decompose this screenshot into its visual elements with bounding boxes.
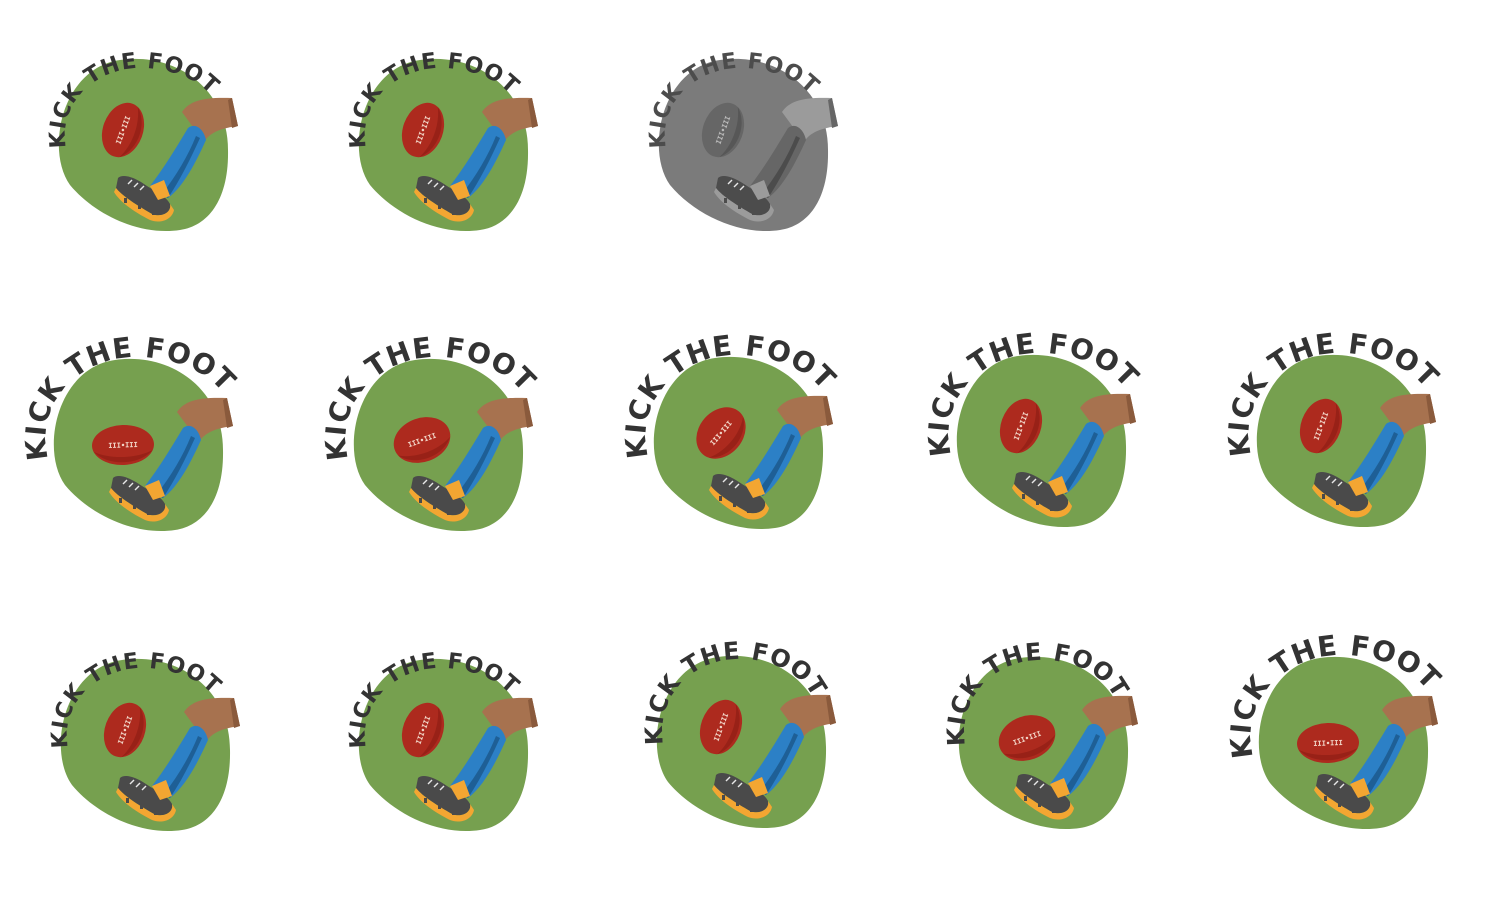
football-icon: III•III	[393, 417, 451, 463]
boot-icon	[114, 176, 174, 222]
football-icon: III•III	[701, 102, 745, 158]
boot-icon	[1012, 472, 1072, 518]
football-icon: III•III	[103, 702, 147, 758]
leg-icon	[152, 697, 240, 798]
leg-icon	[445, 397, 533, 498]
blob-background	[358, 58, 529, 232]
leg-icon	[745, 395, 833, 496]
football-icon: III•III	[696, 407, 746, 459]
boot-icon	[709, 474, 769, 520]
leg-icon	[1050, 695, 1138, 796]
boot-icon	[1314, 774, 1374, 820]
blob-background	[58, 58, 229, 232]
boot-icon	[409, 476, 469, 522]
leg-icon	[750, 97, 838, 198]
leg-icon	[1348, 393, 1436, 494]
football-icon: III•III	[401, 702, 445, 758]
blob-background	[658, 58, 829, 232]
boot-icon	[1312, 472, 1372, 518]
leg-icon	[1350, 695, 1438, 796]
leg-icon	[1048, 393, 1136, 494]
boot-icon	[1014, 774, 1074, 820]
boot-icon	[712, 773, 772, 819]
football-icon: III•III	[92, 424, 154, 466]
football-icon: III•III	[401, 102, 445, 158]
football-icon: III•III	[999, 398, 1043, 454]
leg-icon	[145, 397, 233, 498]
blob-background	[60, 658, 231, 832]
boot-icon	[714, 176, 774, 222]
football-icon: III•III	[101, 102, 145, 158]
football-icon: III•III	[1297, 722, 1359, 764]
football-icon: III•III	[1299, 398, 1343, 454]
blob-background	[1256, 354, 1427, 528]
football-icon: III•III	[998, 715, 1056, 761]
football-icon: III•III	[699, 699, 743, 755]
blob-background	[656, 655, 827, 829]
leg-icon	[450, 697, 538, 798]
leg-icon	[450, 97, 538, 198]
football-stitch-mark: III•III	[108, 441, 138, 450]
blob-background	[358, 658, 529, 832]
boot-icon	[109, 476, 169, 522]
leg-icon	[748, 694, 836, 795]
boot-icon	[116, 776, 176, 822]
blob-background	[956, 354, 1127, 528]
football-stitch-mark: III•III	[1313, 739, 1343, 748]
boot-icon	[414, 176, 474, 222]
boot-icon	[414, 776, 474, 822]
leg-icon	[150, 97, 238, 198]
